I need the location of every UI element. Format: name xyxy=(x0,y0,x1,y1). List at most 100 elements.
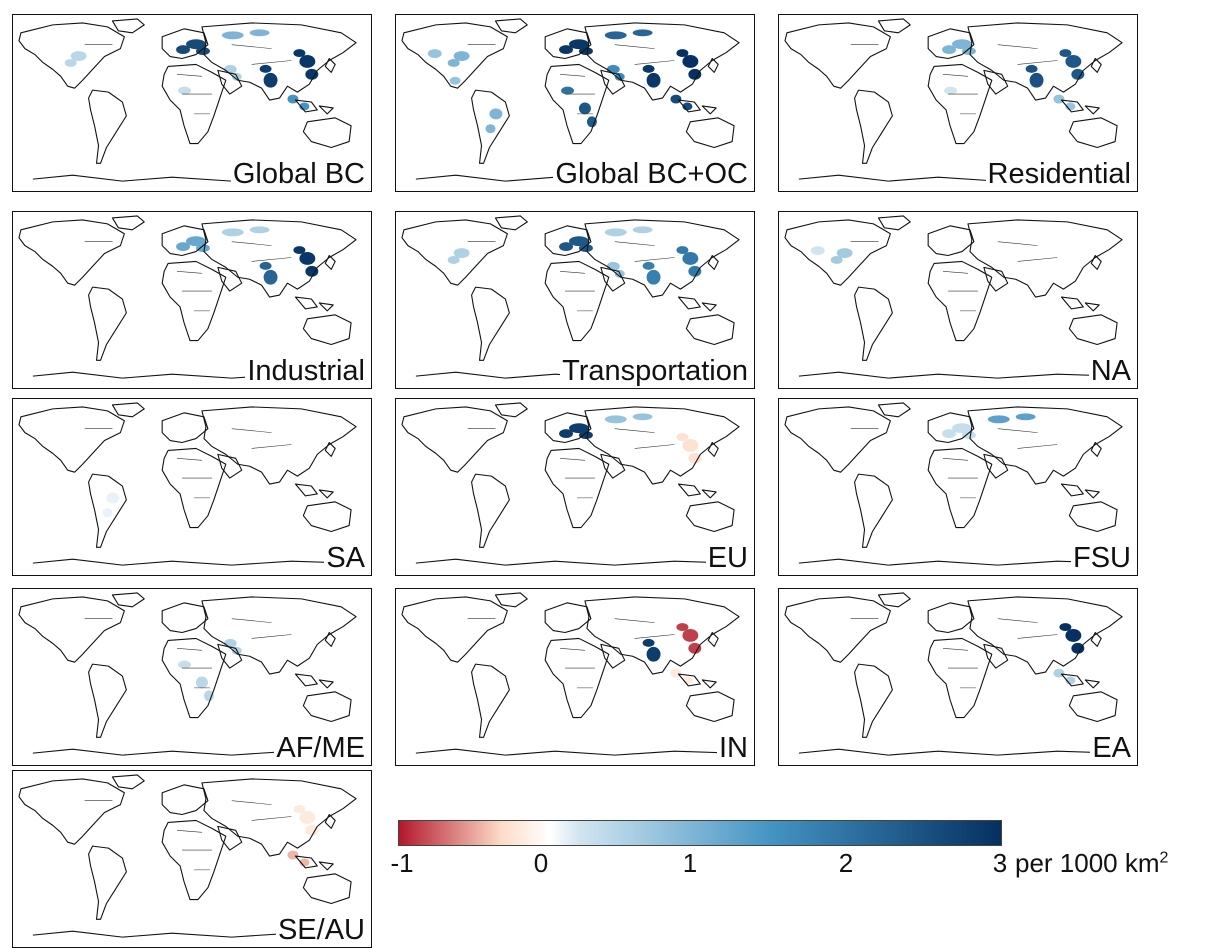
map-panel: Global BC xyxy=(12,14,372,192)
hotspot-russia xyxy=(249,29,270,37)
colorbar-tick: 2 xyxy=(838,848,854,878)
hotspot-europe xyxy=(559,429,574,439)
land-outline xyxy=(111,774,145,790)
map-panel: SA xyxy=(12,398,372,576)
country-border xyxy=(997,428,1038,433)
colorbar-gradient xyxy=(399,821,1001,845)
world-map xyxy=(18,18,357,182)
land-outline xyxy=(18,596,125,663)
hotspot-russia xyxy=(604,228,627,237)
hotspot-europe xyxy=(961,431,976,440)
land-outline xyxy=(677,99,701,113)
land-outline xyxy=(544,225,592,257)
country-border xyxy=(231,428,272,433)
land-outline xyxy=(1090,441,1102,457)
land-outline xyxy=(111,592,145,608)
country-border xyxy=(943,74,968,77)
hotspot-southeast-asia xyxy=(670,94,682,104)
land-outline xyxy=(161,447,227,529)
panel-label: IN xyxy=(717,731,750,765)
land-outline xyxy=(544,602,592,634)
colorbar-unit-text: per 1000 km xyxy=(1015,848,1160,878)
country-border xyxy=(251,444,292,449)
land-outline xyxy=(294,99,318,113)
land-outline xyxy=(701,489,717,499)
country-border xyxy=(634,634,675,639)
hotspot-southeast-asia xyxy=(670,668,682,678)
land-outline xyxy=(302,501,352,533)
colorbar-unit: per 1000 km2 xyxy=(1015,848,1168,879)
coastlines xyxy=(784,592,1123,756)
land-outline xyxy=(294,483,318,497)
land-outline xyxy=(415,558,735,566)
hotspot-layer xyxy=(102,492,120,518)
hotspot-east-asia xyxy=(682,439,699,452)
land-outline xyxy=(111,402,145,418)
hotspot-east-asia xyxy=(688,642,702,654)
hotspot-east-asia xyxy=(676,49,689,58)
country-border xyxy=(614,241,655,246)
land-outline xyxy=(471,473,510,548)
coastlines xyxy=(401,402,740,566)
map-panel: SE/AU xyxy=(12,770,372,948)
land-outline xyxy=(854,473,893,548)
coastlines xyxy=(18,215,357,379)
panel-label: AF/ME xyxy=(274,731,367,765)
hotspot-east-asia xyxy=(1065,55,1082,68)
panel-label: SE/AU xyxy=(275,913,367,947)
hotspot-europe xyxy=(952,39,972,50)
land-outline xyxy=(471,89,510,164)
land-outline xyxy=(318,861,334,871)
hotspot-east-asia xyxy=(293,805,306,814)
land-outline xyxy=(685,314,735,346)
colorbar-tick: 0 xyxy=(533,848,549,878)
land-outline xyxy=(201,596,357,675)
land-outline xyxy=(600,643,626,669)
land-outline xyxy=(88,89,127,164)
land-outline xyxy=(544,260,610,342)
hotspot-east-asia xyxy=(676,433,689,442)
country-border xyxy=(560,648,585,651)
country-border xyxy=(231,800,272,805)
hotspot-east-asia xyxy=(682,252,699,265)
land-outline xyxy=(302,691,352,723)
land-outline xyxy=(784,596,891,663)
land-outline xyxy=(701,679,717,689)
land-outline xyxy=(494,592,528,608)
land-outline xyxy=(18,219,125,286)
hotspot-east-asia xyxy=(305,265,319,277)
country-border xyxy=(1017,60,1058,65)
land-outline xyxy=(201,219,357,298)
land-outline xyxy=(88,473,127,548)
hotspot-east-asia xyxy=(299,811,316,824)
hotspot-europe xyxy=(176,45,191,55)
hotspot-south-asia xyxy=(259,64,272,73)
land-outline xyxy=(1084,302,1100,312)
country-border xyxy=(1017,444,1058,449)
country-border xyxy=(943,271,968,274)
hotspot-layer xyxy=(942,413,1036,440)
hotspot-east-asia xyxy=(299,55,316,68)
country-border xyxy=(1017,634,1058,639)
hotspot-east-asia xyxy=(676,623,689,632)
hotspot-east-asia xyxy=(682,629,699,642)
land-outline xyxy=(294,296,318,310)
hotspot-east-asia xyxy=(1059,623,1072,632)
hotspot-south-america xyxy=(489,108,503,120)
hotspot-russia xyxy=(1015,413,1036,421)
country-border xyxy=(560,74,585,77)
hotspot-east-asia xyxy=(676,246,689,255)
hotspot-russia xyxy=(987,415,1010,424)
hotspot-eastern-north-america xyxy=(453,51,470,61)
land-outline xyxy=(854,663,893,738)
hotspot-europe xyxy=(559,45,574,55)
land-outline xyxy=(111,18,145,34)
hotspot-south-asia xyxy=(646,646,661,662)
world-map xyxy=(401,402,740,566)
hotspot-eastern-north-america xyxy=(830,256,843,264)
country-border xyxy=(177,74,202,77)
hotspot-layer xyxy=(559,413,702,464)
land-outline xyxy=(707,254,719,270)
hotspot-south-america xyxy=(485,124,496,134)
